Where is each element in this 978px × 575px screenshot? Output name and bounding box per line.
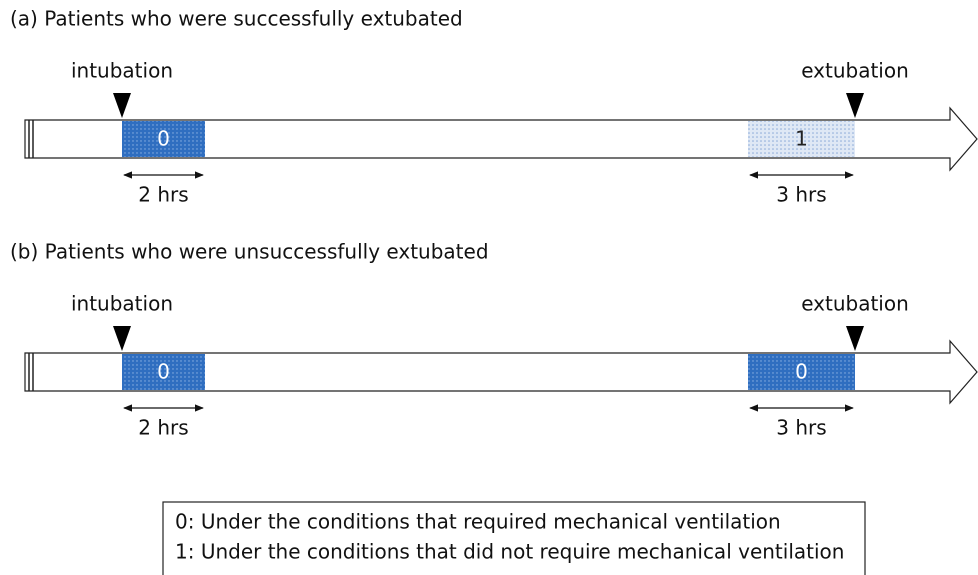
- state-box: [748, 121, 855, 157]
- state-label: 0: [795, 360, 808, 384]
- state-label: 0: [157, 127, 170, 151]
- legend-item: 1: Under the conditions that did not req…: [175, 540, 844, 564]
- state-box: [122, 121, 205, 157]
- timeline-arrow: [24, 106, 978, 172]
- panel-title: (a) Patients who were successfully extub…: [10, 7, 463, 31]
- event-marker: [846, 326, 864, 351]
- state-label: 0: [157, 360, 170, 384]
- state-label: 1: [795, 127, 808, 151]
- duration-label: 3 hrs: [776, 416, 826, 440]
- duration-label: 3 hrs: [776, 183, 826, 207]
- event-marker: [113, 326, 131, 351]
- duration-label: 2 hrs: [138, 416, 188, 440]
- event-marker: [846, 93, 864, 118]
- legend-item: 0: Under the conditions that required me…: [175, 510, 781, 534]
- panel-title: (b) Patients who were unsuccessfully ext…: [10, 240, 489, 264]
- event-label: intubation: [71, 59, 173, 83]
- duration-label: 2 hrs: [138, 183, 188, 207]
- event-label: intubation: [71, 292, 173, 316]
- event-label: extubation: [801, 59, 909, 83]
- legend-box: [162, 501, 866, 575]
- timeline-arrow: [24, 339, 978, 405]
- state-box: [122, 354, 205, 390]
- state-box: [748, 354, 855, 390]
- event-label: extubation: [801, 292, 909, 316]
- event-marker: [113, 93, 131, 118]
